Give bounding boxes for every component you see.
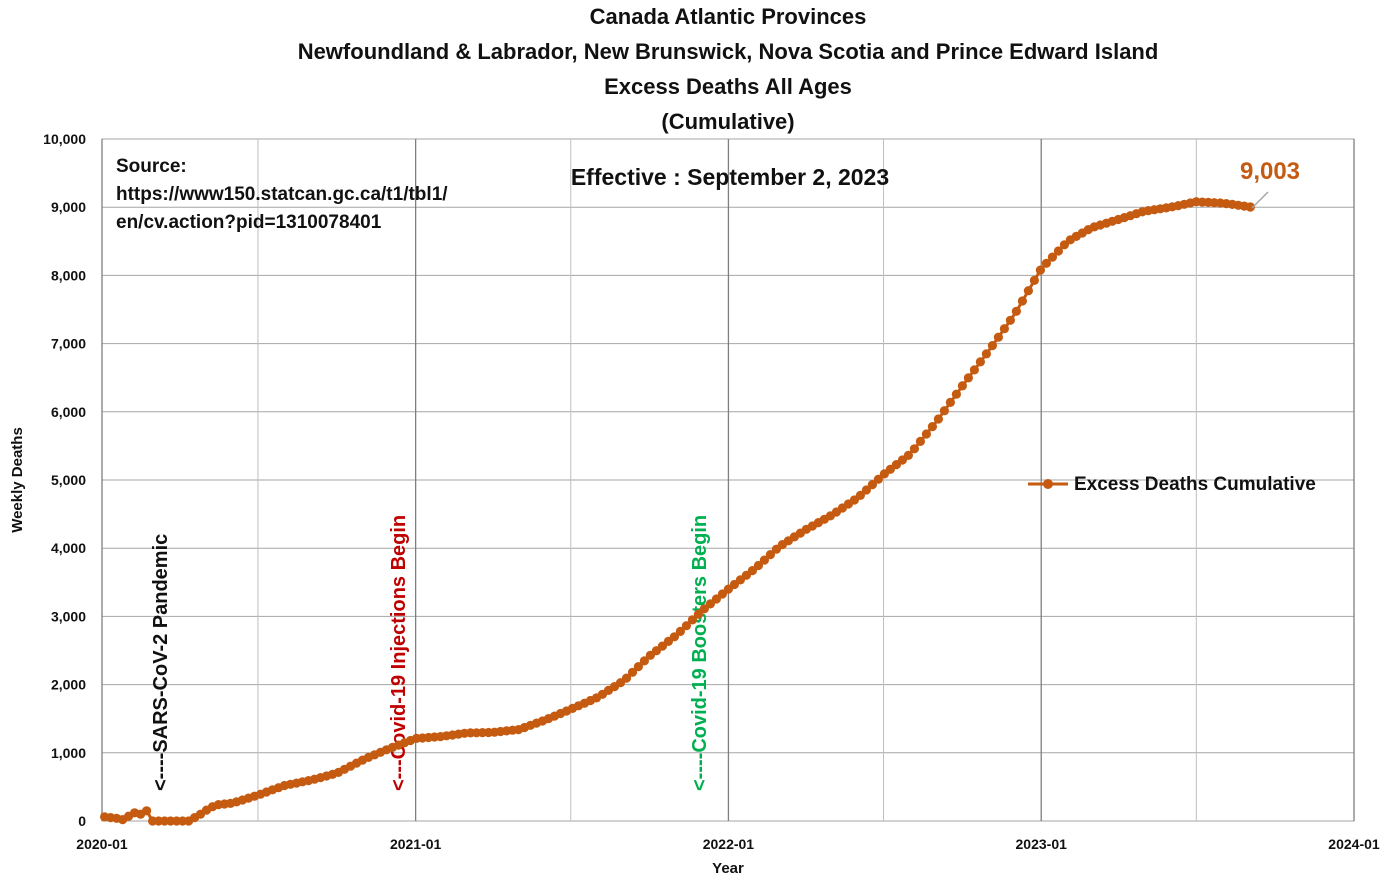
data-point [933,414,944,424]
data-point [957,381,968,391]
last-value-leader-line [1251,191,1269,209]
legend-marker [1043,479,1053,489]
data-point [1029,275,1039,285]
data-point [687,615,698,625]
y-tick-label: 8,000 [51,267,86,283]
data-point [747,566,758,576]
y-tick-label: 4,000 [51,540,86,556]
data-point [915,436,926,446]
data-point [927,422,938,432]
x-axis-label: Year [712,860,744,875]
annotation-label: <----Covid-19 Boosters Begin [689,515,711,791]
data-point [903,450,914,460]
data-point [142,806,152,816]
source-line-2: https://www150.statcan.gc.ca/t1/tbl1/ [116,184,448,205]
legend-label: Excess Deaths Cumulative [1074,474,1316,495]
chart-title-line-2: Newfoundland & Labrador, New Brunswick, … [298,39,1159,64]
data-point [693,609,704,619]
chart-title-line-3: Excess Deaths All Ages [604,74,852,99]
last-value-label: 9,003 [1240,158,1300,185]
data-point [621,673,632,683]
y-tick-label: 0 [78,813,86,829]
data-point [987,341,998,351]
y-tick-label: 3,000 [51,608,86,624]
data-point [1047,252,1057,262]
data-point [855,490,866,500]
source-box: Source: https://www150.statcan.gc.ca/t1/… [116,156,448,233]
data-point [675,626,686,637]
data-point [1053,246,1063,256]
y-tick-label: 5,000 [51,472,86,488]
data-point [945,397,956,407]
data-point [867,480,878,490]
chart-title-line-1: Canada Atlantic Provinces [590,4,867,29]
legend: Excess Deaths Cumulative [1028,474,1316,495]
x-axis: 2020-01 2021-01 2022-01 2023-01 2024-01 [76,836,1380,852]
data-point [999,324,1010,334]
data-point [681,621,692,631]
data-point [963,373,974,383]
x-tick-label: 2024-01 [1328,836,1380,852]
data-point [1035,265,1045,275]
annotations: <----SARS-CoV-2 Pandemic <---Covid-19 Inj… [150,515,711,791]
x-tick-label: 2022-01 [703,836,755,852]
chart-title-line-4: (Cumulative) [661,109,794,134]
data-point [639,656,650,666]
data-point [951,389,962,399]
data-point [1011,306,1022,316]
data-point [861,485,872,495]
data-point [1005,315,1016,325]
chart-title: Canada Atlantic Provinces Newfoundland &… [298,4,1159,134]
y-tick-label: 2,000 [51,677,86,693]
x-tick-label: 2020-01 [76,836,128,852]
source-line-1: Source: [116,156,187,177]
data-point [1023,286,1033,296]
data-point [921,429,932,439]
data-point [981,349,992,359]
data-point [939,406,950,416]
data-point [975,357,986,367]
grid [101,138,1355,822]
effective-date-label: Effective : September 2, 2023 [571,164,889,190]
y-axis-label: Weekly Deaths [9,427,26,533]
y-tick-label: 6,000 [51,404,86,420]
data-point [669,632,680,642]
data-point [1245,202,1255,212]
annotation-label: <----SARS-CoV-2 Pandemic [150,534,172,791]
y-axis: 0 1,000 2,000 3,000 4,000 5,000 6,000 7,000 8,00… [43,131,86,829]
data-point [753,560,764,571]
series-excess-deaths [100,197,1255,826]
data-point [1041,258,1051,268]
y-tick-label: 1,000 [51,745,86,761]
data-point [633,662,644,672]
y-tick-label: 7,000 [51,336,86,352]
data-point [1017,296,1027,306]
last-value-callout: 9,003 [1240,158,1300,209]
source-line-3: en/cv.action?pid=1310078401 [116,212,382,233]
data-point [873,474,884,484]
y-tick-label: 10,000 [43,131,86,147]
data-point [993,332,1004,342]
x-tick-label: 2021-01 [390,836,442,852]
data-point [909,444,920,454]
data-point [765,550,776,560]
data-point [759,555,770,565]
data-point [969,365,980,375]
y-tick-label: 9,000 [51,199,86,215]
annotation-label: <---Covid-19 Injections Begin [388,515,410,791]
x-tick-label: 2023-01 [1016,836,1068,852]
data-point [627,667,638,677]
